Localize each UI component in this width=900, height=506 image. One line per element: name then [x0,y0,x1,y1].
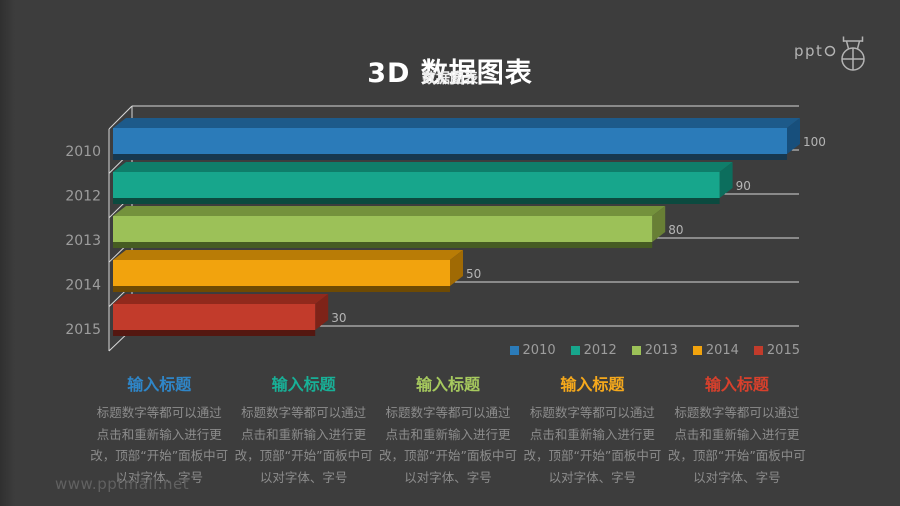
bar-top-face [113,118,800,128]
bar-top-face [113,294,329,304]
value-label: 50 [466,267,481,281]
footer-column-text-line: 以对字体、字号 [259,469,348,485]
value-label: 100 [803,135,826,149]
footer-column-text-line: 标题数字等都可以通过 [529,405,655,420]
bar-top-face [113,250,463,260]
value-label: 30 [331,311,346,325]
footer-column-text-line: 标题数字等都可以通过 [674,405,800,420]
category-label: 2015 [65,322,101,338]
footer-column-3: 输入标题标题数字等都可以通过 点击和重新输入进行更 改，顶部“开始”面板中可 以对字体… [376,371,520,488]
legend-swatch [631,345,641,355]
footer-column-text-line: 改，顶部“开始”面板中可 [379,448,517,463]
bar-2012 [113,162,733,204]
bar-front-face [113,128,787,154]
footer-column-text-line: 以对字体、字号 [548,469,637,485]
footer-column-heading: 输入标题 [127,375,192,394]
footer-column-text-line: 改，顶部“开始”面板中可 [667,448,806,463]
flask-crosshair-icon [841,36,865,71]
footer-column-text-line: 以对字体、字号 [115,469,203,485]
footer-column-text-line: 标题数字等都可以通过 [96,405,222,420]
footer-column-text-line: 点击和重新输入进行更 [241,426,367,442]
bar-2015 [113,294,329,336]
bar-top-face [113,162,733,172]
legend-swatch [570,345,580,355]
legend-swatch [509,345,519,355]
footer-columns: 输入标题 标题数字等都可以通过 点击和重新输入进行更 改，顶部“开始”面板中可 以对字体… [87,371,809,488]
legend-label: 2013 [644,342,678,358]
footer-column-heading: 输入标题 [560,375,625,394]
legend-label: 2010 [522,342,556,358]
legend-swatch [753,345,763,355]
brand-logo: ppt [794,36,865,71]
footer-column-text-line: 改，顶部“开始”面板中可 [523,448,662,463]
bar-front-face [113,260,450,286]
bar-bottom-shadow [113,154,787,160]
bar-side-face [450,250,463,286]
bar-side-face [652,206,666,242]
bar-front-face [113,304,316,330]
axis-depth-tick [108,105,133,130]
footer-column-text-line: 改，顶部“开始”面板中可 [234,448,373,463]
footer-column-heading: 输入标题 [271,375,336,394]
bar-bottom-shadow [113,330,316,336]
legend-item-2010: 2010 [509,342,556,358]
footer-column-5: 输入标题标题数字等都可以通过 点击和重新输入进行更 改，顶部“开始”面板中可 以对字体… [665,371,809,488]
bar-top-face [113,206,666,216]
bar-side-face [719,162,733,198]
logo-ring-icon [824,45,836,57]
footer-column-text-line: 以对字体、字号 [404,469,492,485]
category-label: 2013 [65,233,101,249]
bar-bottom-shadow [113,242,653,248]
bar-bottom-shadow [113,198,720,204]
page-subtitle: 数据图表 [422,71,478,87]
legend-label: 2012 [583,342,617,358]
footer-column-text-line: 以对字体、字号 [693,469,781,485]
footer-column-2: 输入标题标题数字等都可以通过 点击和重新输入进行更 改，顶部“开始”面板中可 以对字体… [231,371,375,488]
legend-item-2014: 2014 [692,342,739,358]
category-label: 2014 [65,277,101,293]
bar-front-face [113,172,720,198]
category-label: 2012 [65,189,101,205]
bar-side-face [315,294,329,330]
footer-column-text-line: 标题数字等都可以通过 [385,405,511,420]
bar-bottom-shadow [113,286,450,292]
footer-column-heading: 输入标题 [704,375,769,394]
legend-item-2013: 2013 [631,342,678,358]
footer-column-text-line: 改，顶部“开始”面板中可 [90,448,229,463]
footer-column-text-line: 点击和重新输入进行更 [385,426,511,442]
legend-label: 2015 [766,342,800,358]
bar-2013 [113,206,666,248]
footer-column-text-line: 标题数字等都可以通过 [241,405,367,420]
legend-item-2015: 2015 [753,342,800,358]
bar-2010 [113,118,800,160]
footer-column-1: 输入标题标题数字等都可以通过 点击和重新输入进行更 改，顶部“开始”面板中可 以对字体… [87,371,231,488]
value-label: 80 [668,223,683,237]
bar-front-face [113,216,653,242]
footer-column-4: 输入标题标题数字等都可以通过 点击和重新输入进行更 改，顶部“开始”面板中可 以对字体… [520,371,664,488]
category-label: 2010 [65,144,101,160]
footer-column-text-line: 点击和重新输入进行更 [674,426,800,442]
footer-column-heading: 输入标题 [416,375,481,394]
watermark: www.pptmall.net [55,475,190,493]
footer-column-text-line: 点击和重新输入进行更 [96,426,222,442]
page-title: 3D 数据图表 [367,58,533,90]
value-label: 90 [736,179,751,193]
bar-side-face [787,118,800,154]
legend-item-2012: 2012 [570,342,617,358]
footer-column-text-line: 点击和重新输入进行更 [529,426,655,442]
bar-2014 [113,250,463,292]
brand-logo-text: ppt [794,42,823,60]
chart-legend: 2010 2012 2013 2014 2015 [509,342,800,358]
legend-label: 2014 [705,342,739,358]
legend-swatch [692,345,702,355]
